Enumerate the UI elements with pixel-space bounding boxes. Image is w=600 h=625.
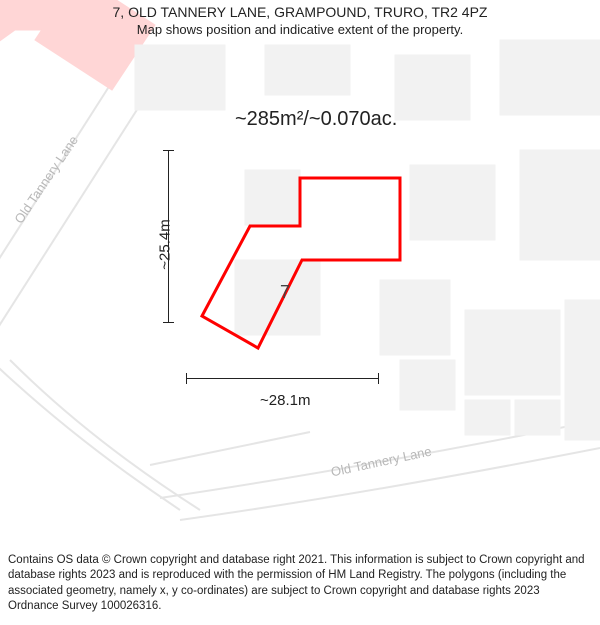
footer-copyright: Contains OS data © Crown copyright and d… xyxy=(0,547,600,625)
dim-vertical-tick-top xyxy=(163,150,174,151)
map-area: Old Tannery Lane Old Tannery Lane ~285m²… xyxy=(0,0,600,530)
dim-horizontal-line xyxy=(186,378,378,379)
page-title: 7, OLD TANNERY LANE, GRAMPOUND, TRURO, T… xyxy=(0,4,600,20)
dim-horizontal-tick-right xyxy=(378,373,379,384)
dim-horizontal-tick-left xyxy=(186,373,187,384)
area-label: ~285m²/~0.070ac. xyxy=(235,108,397,131)
dim-horizontal-label: ~28.1m xyxy=(260,392,310,409)
page-subtitle: Map shows position and indicative extent… xyxy=(0,22,600,37)
map-svg xyxy=(0,0,600,530)
dim-vertical-tick-bottom xyxy=(163,322,174,323)
dim-vertical-label: ~25.4m xyxy=(157,219,174,269)
header: 7, OLD TANNERY LANE, GRAMPOUND, TRURO, T… xyxy=(0,4,600,37)
property-number: 7 xyxy=(280,282,290,303)
